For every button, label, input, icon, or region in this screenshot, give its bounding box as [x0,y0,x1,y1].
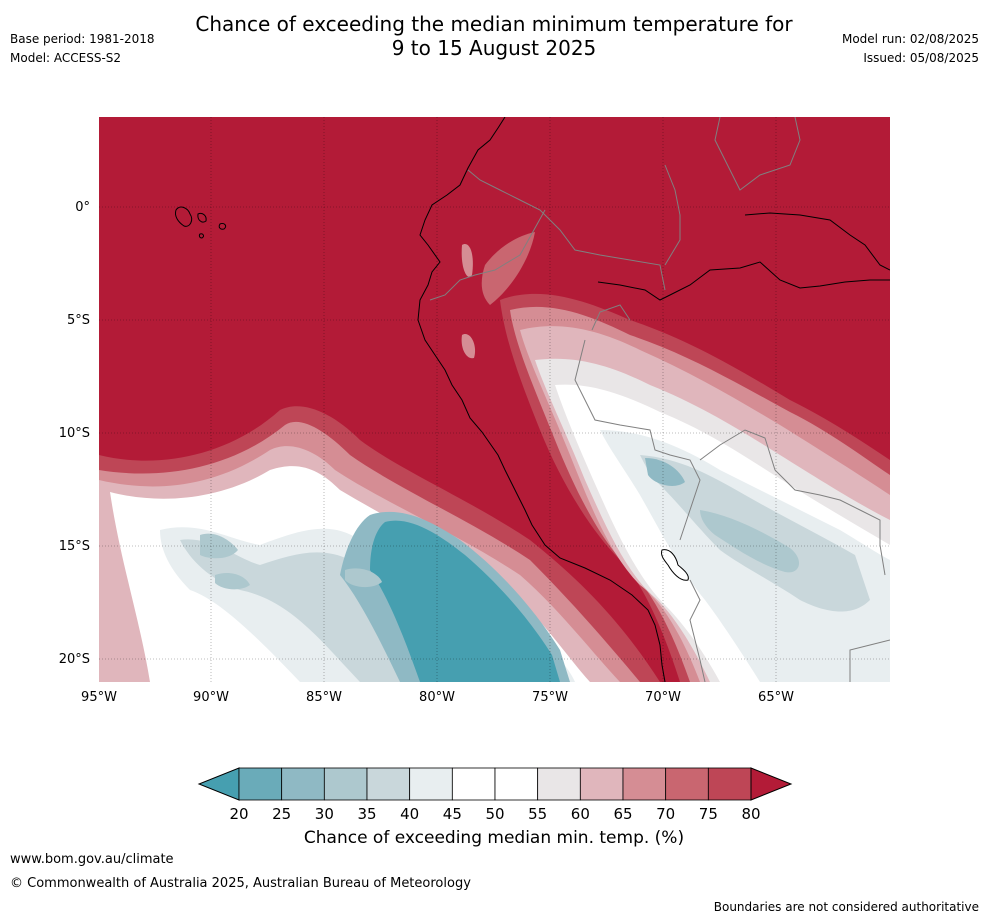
colorbar-over-arrow [750,767,793,801]
colorbar-tick-label: 55 [528,805,547,823]
map-svg: 0° 5°S 10°S 15°S 20°S 95°W 90°W 85°W 80°… [59,117,890,705]
map-title: Chance of exceeding the median minimum t… [0,12,988,60]
lon-label: 90°W [193,690,229,705]
colorbar-box [238,767,283,801]
colorbar: 20 25 30 35 40 45 50 55 60 65 70 75 80 Chance of exc… [197,767,793,848]
lat-labels: 0° 5°S 10°S 15°S 20°S [59,200,90,667]
issued-date: Issued: 05/08/2025 [863,51,979,65]
colorbar-under-arrow [197,767,240,801]
coastal-anomaly-band [500,293,890,682]
colorbar-label: Chance of exceeding median min. temp. (%… [304,828,684,848]
colorbar-box [281,767,325,801]
colorbar-box [622,767,667,801]
colorbar-tick-label: 75 [699,805,718,823]
lon-labels: 95°W 90°W 85°W 80°W 75°W 70°W 65°W [81,690,794,705]
map-area [99,117,890,682]
colorbar-tick-label: 60 [571,805,590,823]
offshore-anomaly-band [99,406,660,682]
model-name: Model: ACCESS-S2 [10,51,122,65]
lon-label: 95°W [81,690,117,705]
colorbar-box [665,767,709,801]
colorbar-box [451,767,496,801]
lat-label: 5°S [67,313,90,328]
anomaly-patch [461,244,473,277]
colorbar-box [494,767,539,801]
colorbar-ticks: 20 25 30 35 40 45 50 55 60 65 70 75 80 [229,805,760,823]
anomaly-patch [461,334,476,359]
footer-url: www.bom.gov.au/climate [10,852,174,867]
coastline-north [597,212,890,301]
colorbar-box [707,767,752,801]
colorbar-box [409,767,453,801]
footer-copyright: © Commonwealth of Australia 2025, Austra… [10,876,471,891]
lat-label: 15°S [59,539,90,554]
colorbar-tick-label: 40 [400,805,419,823]
coastline [417,117,666,682]
galapagos-islands [175,206,227,239]
colorbar-box [579,767,624,801]
graticule [99,117,890,682]
map-title-line1: Chance of exceeding the median minimum t… [195,12,793,36]
lat-label: 20°S [59,652,90,667]
colorbar-tick-label: 65 [613,805,632,823]
colorbar-tick-label: 25 [272,805,291,823]
lon-label: 80°W [419,690,455,705]
lon-label: 65°W [758,690,794,705]
lat-label: 10°S [59,426,90,441]
colorbar-tick-label: 45 [443,805,462,823]
model-run: Model run: 02/08/2025 [841,32,979,46]
footer-disclaimer: Boundaries are not considered authoritat… [713,900,979,914]
country-borders [429,117,890,682]
colorbar-tick-label: 80 [741,805,760,823]
map-title-line2: 9 to 15 August 2025 [391,36,597,60]
lon-label: 70°W [645,690,681,705]
lake-titicaca [661,549,689,581]
colorbar-boxes [197,767,793,801]
colorbar-tick-label: 35 [357,805,376,823]
lon-label: 75°W [532,690,568,705]
colorbar-tick-label: 30 [315,805,334,823]
lon-label: 85°W [306,690,342,705]
colorbar-tick-label: 20 [229,805,248,823]
lat-label: 0° [75,200,90,215]
anomaly-patch [481,232,535,305]
colorbar-box [323,767,368,801]
colorbar-tick-label: 70 [656,805,675,823]
colorbar-box [366,767,411,801]
base-period: Base period: 1981-2018 [10,32,155,46]
colorbar-box [537,767,581,801]
colorbar-tick-label: 50 [485,805,504,823]
